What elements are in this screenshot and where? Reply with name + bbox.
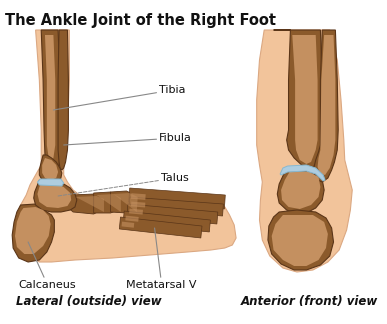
Polygon shape [318, 35, 336, 175]
Text: Metatarsal V: Metatarsal V [127, 228, 197, 290]
Polygon shape [277, 168, 324, 214]
Polygon shape [42, 158, 58, 180]
Polygon shape [274, 30, 323, 168]
Text: Talus: Talus [58, 173, 189, 196]
Text: The Ankle Joint of the Right Foot: The Ankle Joint of the Right Foot [5, 13, 276, 28]
Polygon shape [111, 191, 135, 213]
Polygon shape [314, 30, 338, 182]
Polygon shape [12, 204, 54, 262]
Polygon shape [45, 35, 55, 162]
Polygon shape [268, 210, 334, 270]
Polygon shape [122, 222, 134, 228]
Polygon shape [281, 172, 320, 209]
Polygon shape [38, 179, 64, 186]
Polygon shape [131, 202, 146, 207]
Polygon shape [131, 193, 146, 200]
Polygon shape [58, 30, 68, 170]
Polygon shape [257, 30, 352, 272]
Polygon shape [76, 196, 104, 212]
Polygon shape [34, 180, 77, 212]
Text: Calcaneus: Calcaneus [19, 242, 76, 290]
Polygon shape [129, 188, 225, 209]
Polygon shape [38, 183, 71, 208]
Text: Anterior (front) view: Anterior (front) view [241, 295, 378, 308]
Polygon shape [129, 209, 143, 214]
Polygon shape [113, 193, 138, 212]
Polygon shape [129, 197, 223, 216]
Polygon shape [292, 35, 318, 164]
Polygon shape [123, 211, 211, 232]
Polygon shape [119, 217, 202, 238]
Polygon shape [94, 192, 118, 213]
Polygon shape [39, 155, 62, 184]
Polygon shape [41, 30, 61, 172]
Polygon shape [67, 194, 101, 214]
Polygon shape [272, 215, 328, 266]
Polygon shape [15, 207, 51, 254]
Polygon shape [96, 194, 121, 212]
Polygon shape [125, 215, 139, 222]
Text: Fibula: Fibula [64, 133, 192, 145]
Polygon shape [127, 204, 218, 224]
Polygon shape [17, 30, 236, 262]
Text: Tibia: Tibia [53, 85, 186, 110]
Polygon shape [280, 165, 325, 181]
Text: Lateral (outside) view: Lateral (outside) view [16, 295, 162, 308]
